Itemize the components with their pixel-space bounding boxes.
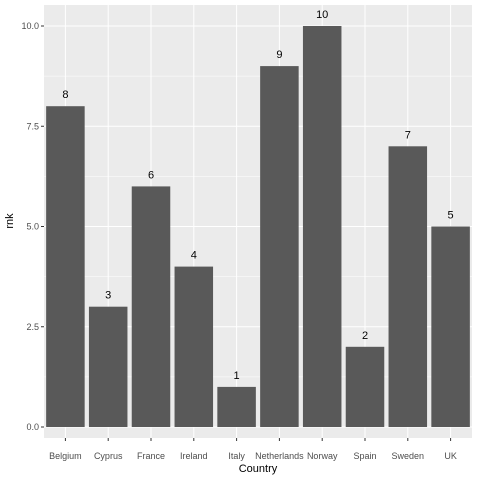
- bar-data-labels: 8 3 6 4 1 9 10 2 7 5: [62, 9, 453, 382]
- y-tick-label: 2.5: [26, 322, 39, 332]
- y-axis: 0.0 2.5 5.0 7.5 10.0: [21, 21, 44, 432]
- bar-data-label: 8: [62, 89, 68, 101]
- y-axis-title: rnk: [4, 213, 16, 229]
- x-tick-label: Norway: [307, 451, 338, 461]
- bar-data-label: 6: [148, 169, 154, 181]
- x-tick-label: Ireland: [180, 451, 208, 461]
- bar-data-label: 1: [234, 370, 240, 382]
- y-tick-label: 0.0: [26, 422, 39, 432]
- bar-data-label: 10: [316, 9, 328, 21]
- bar: [302, 26, 342, 427]
- bar: [174, 266, 214, 427]
- x-tick-label: Belgium: [49, 451, 82, 461]
- bar: [46, 106, 85, 427]
- x-tick-label: UK: [444, 451, 457, 461]
- x-tick-label: France: [137, 451, 165, 461]
- bar: [431, 226, 470, 427]
- x-tick-label: Spain: [353, 451, 376, 461]
- y-tick-label: 7.5: [26, 121, 39, 131]
- bars: [46, 26, 470, 428]
- bar: [345, 346, 385, 427]
- y-tick-label: 10.0: [21, 21, 39, 31]
- bar: [88, 306, 128, 427]
- bar-data-label: 9: [276, 49, 282, 61]
- bar-data-label: 5: [448, 210, 454, 222]
- bar-data-label: 3: [105, 290, 111, 302]
- bar: [131, 186, 171, 427]
- bar: [388, 146, 428, 428]
- x-tick-label: Cyprus: [94, 451, 123, 461]
- bar: [217, 386, 256, 427]
- x-tick-label: Sweden: [392, 451, 425, 461]
- y-tick-label: 5.0: [26, 222, 39, 232]
- bar-data-label: 2: [362, 330, 368, 342]
- bar: [260, 66, 299, 427]
- x-axis: Belgium Cyprus France Ireland Italy Netherlan…: [49, 438, 457, 461]
- bar-data-label: 4: [191, 250, 197, 262]
- bar-data-label: 7: [405, 129, 411, 141]
- x-axis-title: Country: [239, 463, 278, 475]
- x-tick-label: Netherlands: [255, 451, 304, 461]
- x-tick-label: Italy: [228, 451, 245, 461]
